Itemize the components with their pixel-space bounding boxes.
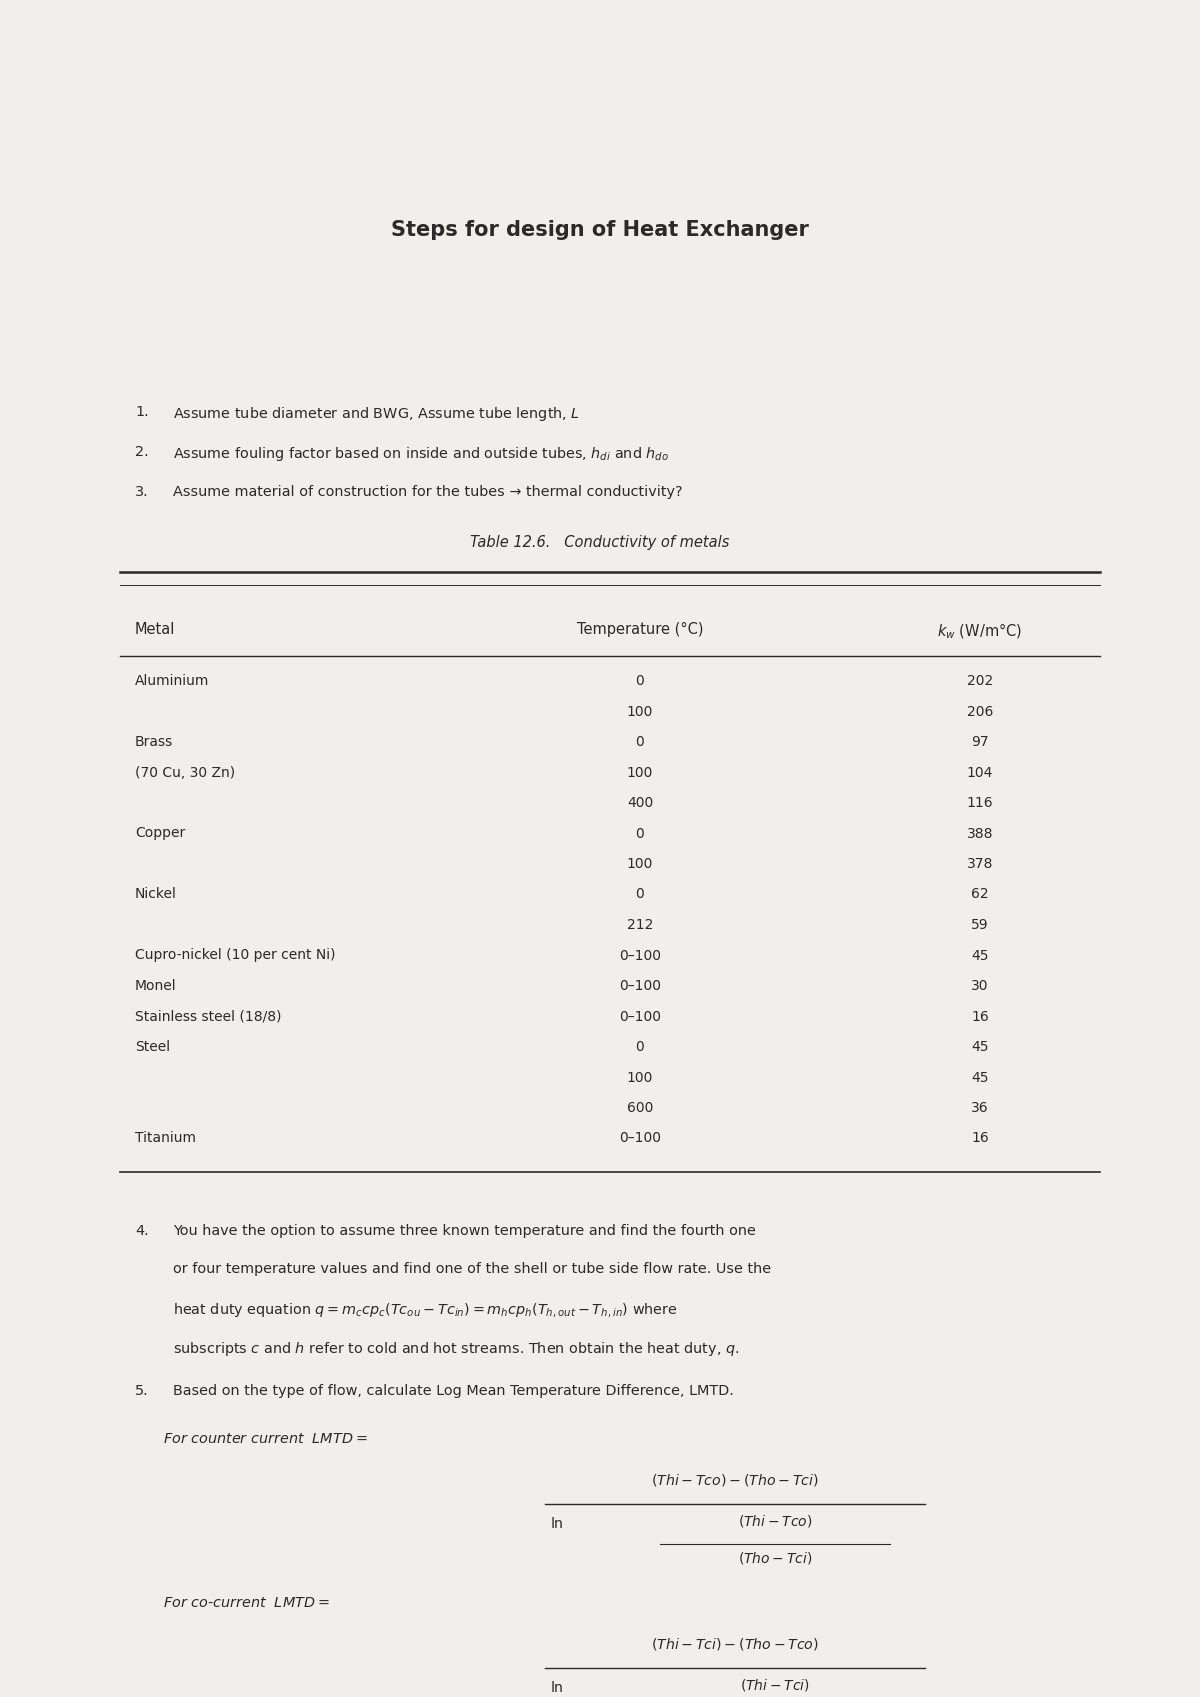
- Text: Temperature (°C): Temperature (°C): [577, 623, 703, 636]
- Text: 0: 0: [636, 735, 644, 748]
- Text: $\ln$: $\ln$: [550, 1680, 564, 1695]
- Text: Assume fouling factor based on inside and outside tubes, $h_{di}$ and $h_{do}$: Assume fouling factor based on inside an…: [173, 445, 668, 463]
- Text: $(Thi - Tci)$: $(Thi - Tci)$: [740, 1677, 810, 1694]
- Text: heat duty equation $q = m_c cp_c (Tc_{ou} - Tc_{in}) = m_h cp_h (T_{h,out} - T_{: heat duty equation $q = m_c cp_c (Tc_{ou…: [173, 1302, 678, 1319]
- Text: 45: 45: [971, 1040, 989, 1054]
- Text: Cupro-nickel (10 per cent Ni): Cupro-nickel (10 per cent Ni): [134, 949, 336, 962]
- Text: 0–100: 0–100: [619, 1010, 661, 1023]
- Text: Monel: Monel: [134, 979, 176, 993]
- Text: Steel: Steel: [134, 1040, 170, 1054]
- Text: Steps for design of Heat Exchanger: Steps for design of Heat Exchanger: [391, 221, 809, 239]
- Text: $(Thi - Tco)$: $(Thi - Tco)$: [738, 1514, 812, 1529]
- Text: 16: 16: [971, 1132, 989, 1145]
- Text: Aluminium: Aluminium: [134, 674, 209, 687]
- Text: or four temperature values and find one of the shell or tube side flow rate. Use: or four temperature values and find one …: [173, 1263, 772, 1276]
- Text: $k_w$ (W/m°C): $k_w$ (W/m°C): [937, 623, 1022, 641]
- Text: 104: 104: [967, 765, 994, 779]
- Text: Table 12.6.   Conductivity of metals: Table 12.6. Conductivity of metals: [470, 535, 730, 550]
- Text: 0: 0: [636, 1040, 644, 1054]
- Text: 62: 62: [971, 888, 989, 901]
- Text: $(Thi - Tci) - (Tho - Tco)$: $(Thi - Tci) - (Tho - Tco)$: [652, 1636, 818, 1651]
- Text: $(Tho - Tci)$: $(Tho - Tci)$: [738, 1549, 812, 1566]
- Text: 0: 0: [636, 826, 644, 840]
- Text: $(Thi - Tco) - (Tho - Tci)$: $(Thi - Tco) - (Tho - Tci)$: [652, 1471, 818, 1488]
- Text: 2.: 2.: [134, 445, 149, 458]
- Text: 0–100: 0–100: [619, 1132, 661, 1145]
- Text: 4.: 4.: [134, 1224, 149, 1239]
- Text: 212: 212: [626, 918, 653, 932]
- Text: Brass: Brass: [134, 735, 173, 748]
- Text: 378: 378: [967, 857, 994, 871]
- Text: 600: 600: [626, 1101, 653, 1115]
- Text: 59: 59: [971, 918, 989, 932]
- Text: 1.: 1.: [134, 406, 149, 419]
- Text: For counter current  $LMTD = $: For counter current $LMTD = $: [163, 1432, 367, 1446]
- Text: Assume tube diameter and BWG, Assume tube length, $L$: Assume tube diameter and BWG, Assume tub…: [173, 406, 580, 423]
- Text: 16: 16: [971, 1010, 989, 1023]
- Text: Based on the type of flow, calculate Log Mean Temperature Difference, LMTD.: Based on the type of flow, calculate Log…: [173, 1385, 733, 1398]
- Text: 97: 97: [971, 735, 989, 748]
- Text: 45: 45: [971, 1071, 989, 1084]
- Text: 0–100: 0–100: [619, 979, 661, 993]
- Text: 30: 30: [971, 979, 989, 993]
- Text: You have the option to assume three known temperature and find the fourth one: You have the option to assume three know…: [173, 1224, 756, 1239]
- Text: 0–100: 0–100: [619, 949, 661, 962]
- Text: 206: 206: [967, 704, 994, 718]
- Text: 0: 0: [636, 888, 644, 901]
- Text: Assume material of construction for the tubes → thermal conductivity?: Assume material of construction for the …: [173, 485, 683, 499]
- Text: 100: 100: [626, 704, 653, 718]
- Text: 116: 116: [967, 796, 994, 809]
- Text: 45: 45: [971, 949, 989, 962]
- Text: 400: 400: [626, 796, 653, 809]
- Text: Nickel: Nickel: [134, 888, 176, 901]
- Text: For co-current  $LMTD = $: For co-current $LMTD = $: [163, 1595, 330, 1610]
- Text: Metal: Metal: [134, 623, 175, 636]
- Text: 388: 388: [967, 826, 994, 840]
- Text: 100: 100: [626, 857, 653, 871]
- Text: 36: 36: [971, 1101, 989, 1115]
- Text: Copper: Copper: [134, 826, 185, 840]
- Text: 100: 100: [626, 1071, 653, 1084]
- Text: 5.: 5.: [134, 1385, 149, 1398]
- Text: 3.: 3.: [134, 485, 149, 499]
- Text: 100: 100: [626, 765, 653, 779]
- Text: Titanium: Titanium: [134, 1132, 196, 1145]
- Text: $\ln$: $\ln$: [550, 1515, 564, 1531]
- Text: subscripts $c$ and $h$ refer to cold and hot streams. Then obtain the heat duty,: subscripts $c$ and $h$ refer to cold and…: [173, 1339, 739, 1358]
- Text: 202: 202: [967, 674, 994, 687]
- Text: (70 Cu, 30 Zn): (70 Cu, 30 Zn): [134, 765, 235, 779]
- Text: Stainless steel (18/8): Stainless steel (18/8): [134, 1010, 282, 1023]
- Text: 0: 0: [636, 674, 644, 687]
